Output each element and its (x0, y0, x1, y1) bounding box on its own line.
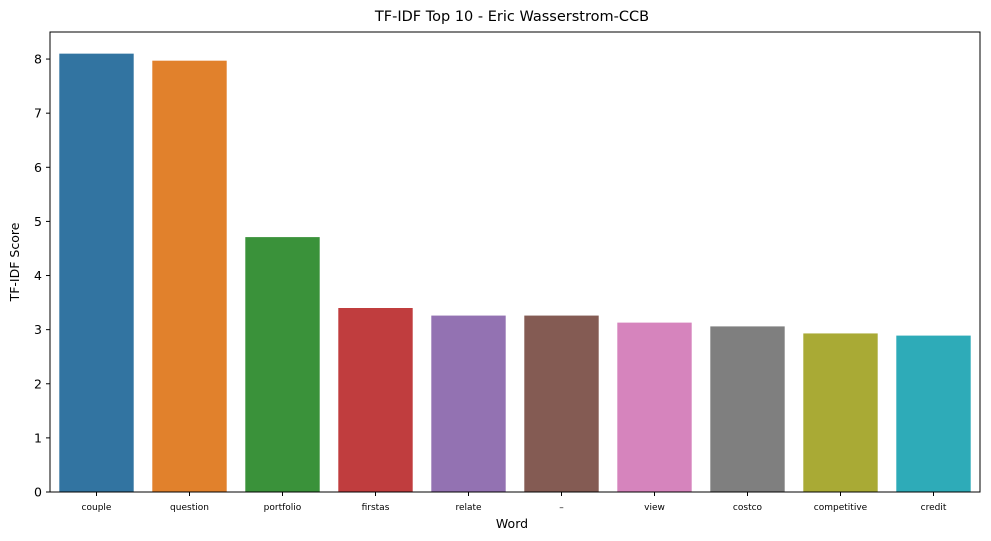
bar-10 (896, 335, 971, 492)
bar-8 (710, 326, 785, 492)
x-tick-label: view (644, 503, 665, 513)
bars-group (59, 53, 971, 493)
y-tick-label: 4 (34, 268, 42, 283)
x-tick-label: relate (455, 503, 482, 513)
x-axis-label: Word (496, 516, 528, 531)
bar-5 (431, 315, 506, 492)
bar-6 (524, 315, 599, 492)
x-tick-label: competitive (814, 503, 868, 513)
bar-9 (803, 333, 878, 492)
y-tick-label: 7 (34, 106, 42, 121)
bar-3 (245, 237, 320, 492)
bar-1 (59, 53, 134, 492)
plot-area-frame (49, 31, 981, 493)
y-tick-label: 3 (34, 322, 42, 337)
bar-2 (152, 60, 227, 493)
y-tick-label: 0 (34, 485, 42, 500)
y-tick-label: 6 (34, 160, 42, 175)
bar-4 (338, 308, 413, 492)
y-axis: 0 1 2 3 4 5 6 7 8 (34, 52, 50, 500)
bar-7 (617, 322, 692, 492)
y-axis-label: TF-IDF Score (7, 222, 22, 302)
x-tick-label: – (559, 503, 564, 513)
x-tick-label: couple (82, 503, 112, 513)
y-tick-label: 2 (34, 376, 42, 391)
y-tick-label: 8 (34, 52, 42, 67)
chart-title: TF-IDF Top 10 - Eric Wasserstrom-CCB (374, 9, 649, 25)
x-axis: couple question portfolio firstas relate – vie… (82, 492, 947, 513)
x-tick-label: question (170, 503, 209, 513)
x-tick-label: firstas (362, 503, 390, 513)
x-tick-label: portfolio (264, 503, 302, 513)
x-tick-label: costco (733, 503, 763, 513)
y-tick-label: 5 (34, 214, 42, 229)
x-tick-label: credit (921, 503, 947, 513)
y-tick-label: 1 (34, 430, 42, 445)
